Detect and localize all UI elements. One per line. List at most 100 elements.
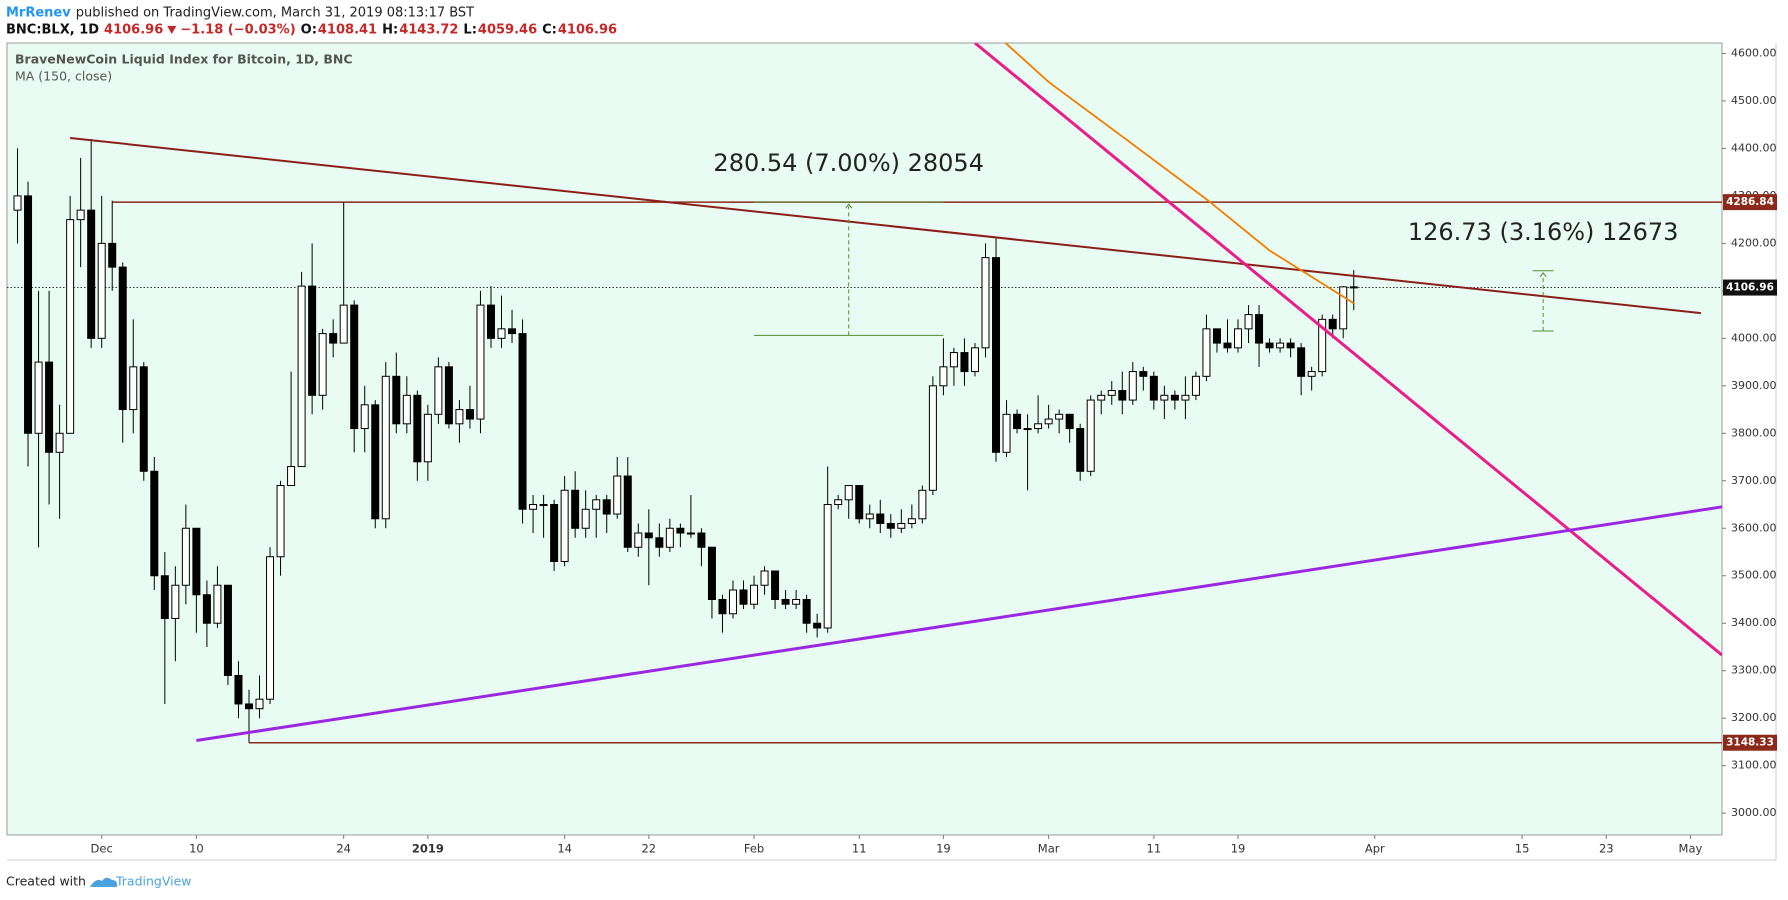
candle-body [918, 489, 927, 520]
candle-body [529, 504, 538, 510]
y-tick-label: 3400.00 [1731, 616, 1777, 629]
candle-body [1276, 342, 1285, 349]
candle-body [339, 304, 348, 344]
candle-body [192, 527, 201, 596]
candle-body [897, 523, 906, 529]
change: −1.18 (−0.03%) [180, 23, 295, 38]
candle-body [1034, 423, 1043, 430]
candle-body [539, 504, 548, 507]
candle-body [771, 570, 780, 600]
candle-body [1086, 399, 1095, 472]
candle-body [1307, 371, 1316, 377]
candle-body [592, 499, 601, 510]
candle-body [181, 527, 190, 586]
x-tick-label: 2019 [412, 842, 444, 856]
candle-body [381, 375, 390, 520]
open-value: 4108.41 [318, 23, 377, 38]
candle-body [1118, 390, 1127, 401]
candle-body [297, 285, 306, 468]
candle-body [508, 328, 517, 335]
chart-title: BraveNewCoin Liquid Index for Bitcoin, 1… [15, 52, 353, 67]
candle-body [1349, 286, 1358, 289]
candle-body [139, 366, 148, 472]
y-tick-label: 4200.00 [1731, 236, 1777, 249]
candle-body [1297, 347, 1306, 377]
candle-body [223, 584, 232, 676]
candle-body [45, 361, 54, 453]
candle-body [550, 504, 559, 563]
candle-body [1002, 413, 1011, 453]
candle-body [813, 622, 822, 629]
candle-body [371, 404, 380, 520]
down-arrow [167, 26, 177, 34]
author: MrRenev [6, 6, 71, 21]
candle-body [1097, 394, 1106, 401]
candle-body [76, 209, 85, 221]
candle-body [1107, 390, 1116, 396]
candle-body [781, 598, 790, 605]
candle-body [844, 485, 853, 501]
candle-body [1149, 375, 1158, 401]
candle-body [613, 475, 622, 515]
candle-body [728, 589, 737, 615]
candle-body [992, 257, 1001, 453]
candle-body [802, 598, 811, 624]
y-tick-label: 3300.00 [1731, 664, 1777, 677]
x-tick-label: Dec [91, 842, 113, 856]
candle-body [55, 432, 64, 453]
candle-body [1044, 418, 1053, 425]
candle-body [66, 219, 75, 434]
x-tick-label: Feb [744, 842, 764, 856]
candle-body [1013, 413, 1022, 430]
high-value: 4143.72 [399, 23, 458, 38]
candle-body [465, 409, 474, 420]
candle-body [350, 304, 359, 430]
price-tag-label: 3148.33 [1726, 737, 1774, 749]
candle-body [707, 546, 716, 600]
price-tag [1723, 734, 1777, 751]
x-tick-label: 14 [557, 842, 572, 856]
y-tick-label: 4400.00 [1731, 141, 1777, 154]
price-tag-label: 4286.84 [1726, 196, 1774, 208]
candle-body [276, 485, 285, 558]
candle-body [360, 404, 369, 430]
price-tag [1723, 194, 1777, 211]
ohlc-key: O: [301, 23, 317, 38]
candle-body [87, 209, 96, 339]
last-price-tag [1723, 279, 1777, 296]
candle-body [750, 584, 759, 605]
candle-body [129, 366, 138, 411]
y-tick-label: 3700.00 [1731, 474, 1777, 487]
candle-body [234, 674, 243, 705]
plot-layer [7, 43, 1722, 744]
candle-body [476, 304, 485, 420]
y-tick-label: 3500.00 [1731, 569, 1777, 582]
candle-body [834, 499, 843, 506]
candle-body [308, 285, 317, 396]
trend-line [974, 43, 1722, 657]
candle-body [1202, 328, 1211, 377]
footer-brand: TradingView [115, 874, 192, 889]
x-tick-label: 15 [1515, 842, 1530, 856]
candle-body [202, 594, 211, 624]
candle-body [329, 333, 338, 344]
indicator-name: MA (150, close) [15, 69, 112, 84]
candle-body [1170, 394, 1179, 401]
candle-body [486, 304, 495, 339]
measure-arrow [845, 203, 853, 209]
candle-body [1286, 342, 1295, 349]
candle-body [1265, 342, 1274, 349]
x-tick-label: 19 [936, 842, 951, 856]
y-tick-label: 4000.00 [1731, 331, 1777, 344]
trend-line [196, 505, 1722, 742]
x-tick-label: 22 [641, 842, 656, 856]
candle-body [602, 499, 611, 515]
candle-body [665, 527, 674, 548]
candle-body [634, 532, 643, 548]
candle-body [423, 413, 432, 463]
plot-background [6, 42, 1723, 836]
y-tick-label: 3200.00 [1731, 711, 1777, 724]
x-tick-label: 24 [336, 842, 351, 856]
candle-body [266, 556, 275, 700]
candle-body [118, 266, 127, 411]
